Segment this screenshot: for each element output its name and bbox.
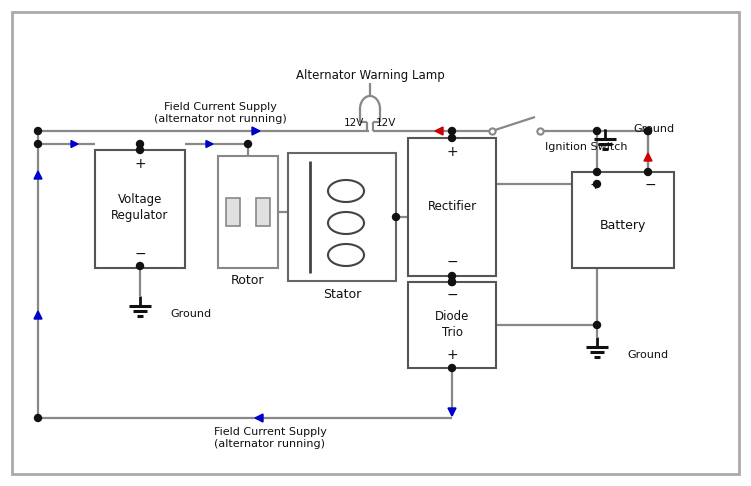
Polygon shape (252, 127, 260, 135)
Bar (408, 138, 496, 276)
Text: Stator: Stator (323, 288, 361, 300)
Circle shape (393, 213, 400, 221)
Polygon shape (255, 414, 263, 422)
Circle shape (593, 322, 601, 329)
Text: Field Current Supply: Field Current Supply (213, 427, 327, 437)
Text: +: + (446, 348, 458, 362)
Circle shape (137, 146, 143, 154)
Text: Diode: Diode (435, 310, 469, 323)
Circle shape (644, 127, 652, 135)
Circle shape (644, 127, 652, 135)
Text: −: − (446, 255, 458, 269)
Circle shape (137, 262, 143, 270)
Text: +: + (134, 157, 146, 171)
Polygon shape (644, 153, 652, 161)
Text: Rotor: Rotor (231, 275, 265, 288)
Text: 12V: 12V (344, 118, 364, 128)
Bar (288, 153, 396, 281)
Text: −: − (446, 288, 458, 302)
Polygon shape (206, 140, 213, 147)
Text: Ground: Ground (170, 309, 211, 319)
Bar (218, 156, 278, 268)
Text: 12V: 12V (376, 118, 397, 128)
Circle shape (593, 180, 601, 188)
Text: +: + (590, 178, 601, 192)
Circle shape (448, 278, 456, 285)
Circle shape (593, 127, 601, 135)
Text: Ignition Switch: Ignition Switch (545, 142, 628, 152)
Circle shape (448, 127, 456, 135)
Circle shape (35, 140, 41, 147)
Text: Rectifier: Rectifier (427, 201, 477, 213)
Circle shape (448, 364, 456, 371)
Text: Field Current Supply: Field Current Supply (164, 102, 276, 112)
Circle shape (448, 273, 456, 279)
Circle shape (35, 127, 41, 135)
Bar (226, 198, 240, 226)
Circle shape (137, 140, 143, 147)
Circle shape (35, 415, 41, 421)
Bar (572, 172, 674, 268)
Circle shape (245, 140, 252, 147)
Text: (alternator not running): (alternator not running) (154, 114, 286, 124)
Circle shape (644, 169, 652, 175)
Text: Regulator: Regulator (111, 208, 169, 222)
Text: Battery: Battery (600, 219, 646, 231)
Text: Voltage: Voltage (118, 192, 162, 206)
Text: −: − (644, 178, 656, 192)
Circle shape (448, 135, 456, 141)
Circle shape (593, 169, 601, 175)
Text: (alternator running): (alternator running) (215, 439, 325, 449)
Text: Trio: Trio (442, 326, 463, 339)
Bar (95, 150, 185, 268)
Text: Ground: Ground (627, 350, 668, 360)
Bar (256, 198, 270, 226)
Polygon shape (34, 311, 42, 319)
Text: −: − (134, 247, 146, 261)
Text: Alternator Warning Lamp: Alternator Warning Lamp (296, 69, 445, 83)
Polygon shape (34, 171, 42, 179)
Polygon shape (448, 408, 456, 416)
Text: +: + (446, 145, 458, 159)
Polygon shape (435, 127, 443, 135)
Text: Ground: Ground (633, 124, 674, 134)
Bar (408, 282, 496, 368)
Circle shape (448, 278, 456, 285)
Polygon shape (71, 140, 78, 147)
